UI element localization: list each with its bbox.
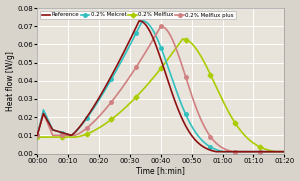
0.2% Melflux xyxy=(283,151,286,153)
Line: Reference: Reference xyxy=(37,21,284,152)
0.2% Melflux xyxy=(179,40,182,43)
0.2% Melflux plus xyxy=(231,151,235,153)
0.2% Melflux xyxy=(51,136,54,138)
X-axis label: Time [h:min]: Time [h:min] xyxy=(136,167,185,175)
0.2% Melflux xyxy=(248,140,252,142)
Reference xyxy=(224,151,227,153)
Reference xyxy=(193,138,197,141)
Reference xyxy=(283,151,286,153)
0.2% Melflux plus xyxy=(193,104,197,106)
Y-axis label: Heat flow [W/g]: Heat flow [W/g] xyxy=(6,51,15,111)
Reference xyxy=(51,128,54,131)
0.2% Melflux plus xyxy=(186,82,189,84)
0.2% Melflux xyxy=(193,46,197,48)
0.2% Melflux xyxy=(35,136,39,138)
0.2% Melcret xyxy=(141,20,144,22)
Line: 0.2% Melcret: 0.2% Melcret xyxy=(35,19,286,153)
0.2% Melflux xyxy=(223,104,227,106)
Line: 0.2% Melflux: 0.2% Melflux xyxy=(35,37,286,153)
Reference xyxy=(214,151,218,153)
0.2% Melflux xyxy=(181,38,184,40)
Legend: Reference, 0.2% Melcret, 0.2% Melflux, 0.2% Melflux plus: Reference, 0.2% Melcret, 0.2% Melflux, 0… xyxy=(40,11,236,19)
0.2% Melcret xyxy=(224,151,227,153)
0.2% Melcret xyxy=(35,134,39,136)
Reference xyxy=(137,20,141,22)
Reference xyxy=(35,134,39,136)
0.2% Melcret xyxy=(51,128,54,130)
0.2% Melcret xyxy=(283,151,286,153)
0.2% Melcret xyxy=(179,102,183,104)
0.2% Melcret xyxy=(249,151,252,153)
0.2% Melcret xyxy=(193,131,197,133)
0.2% Melflux plus xyxy=(283,151,286,153)
0.2% Melflux plus xyxy=(179,62,183,64)
0.2% Melcret xyxy=(222,151,226,153)
0.2% Melflux plus xyxy=(35,134,39,136)
Reference xyxy=(179,115,183,117)
0.2% Melflux plus xyxy=(51,134,54,136)
0.2% Melflux plus xyxy=(159,25,163,27)
0.2% Melflux plus xyxy=(249,151,252,153)
0.2% Melflux xyxy=(274,151,278,153)
0.2% Melflux plus xyxy=(223,148,227,150)
0.2% Melcret xyxy=(186,117,189,119)
Reference xyxy=(186,128,189,130)
Reference xyxy=(249,151,252,153)
0.2% Melflux xyxy=(186,39,189,41)
Line: 0.2% Melflux plus: 0.2% Melflux plus xyxy=(35,24,286,153)
